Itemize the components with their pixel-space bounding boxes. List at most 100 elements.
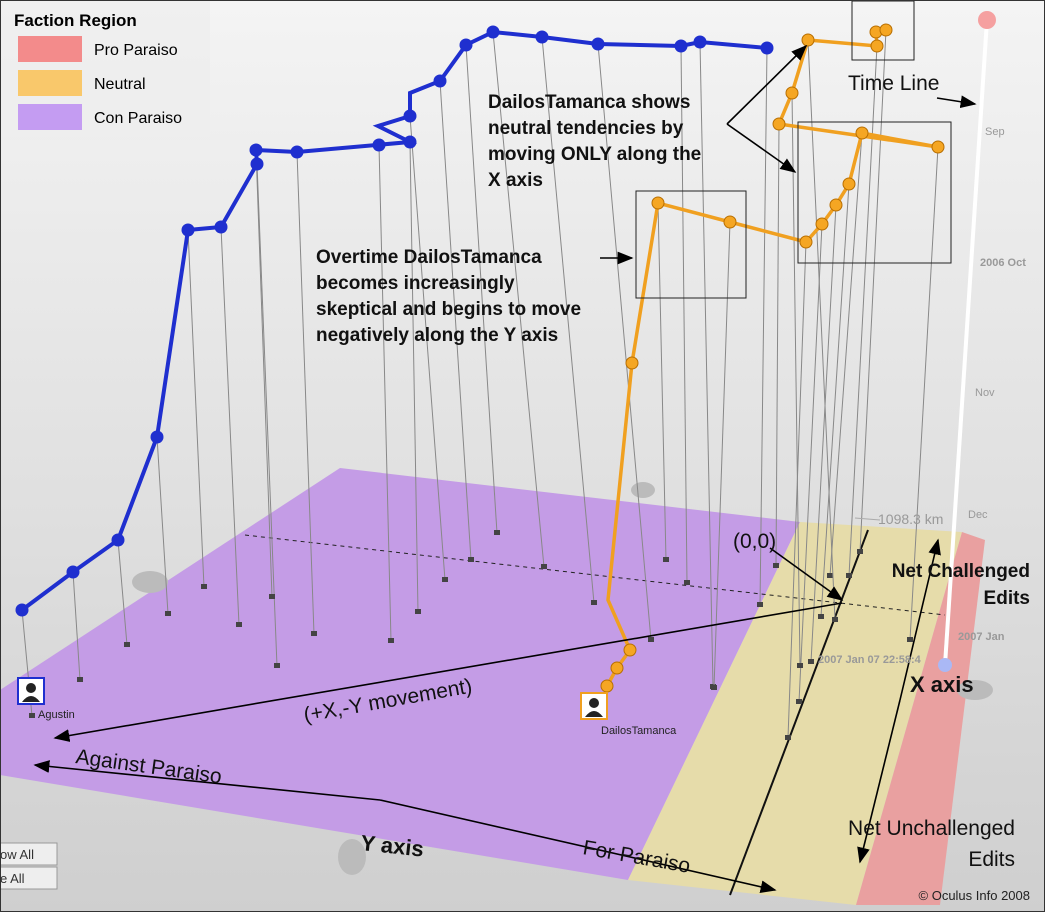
button[interactable] — [0, 842, 58, 866]
stem — [657, 202, 667, 561]
annotation: neutral tendencies by — [488, 118, 684, 139]
stem-foot — [236, 622, 242, 627]
dailos-point — [623, 643, 637, 657]
agustin-point — [674, 39, 688, 53]
annotation: Edits — [984, 588, 1030, 609]
dailos-point — [855, 126, 869, 140]
stem-foot — [442, 577, 448, 582]
stem-foot — [663, 557, 669, 562]
dailos-point — [625, 356, 639, 370]
annotation: Net Unchallenged — [848, 817, 1015, 840]
stem — [680, 45, 688, 584]
stem — [296, 151, 315, 635]
agustin-point — [66, 565, 80, 579]
agustin-point — [693, 35, 707, 49]
arrow — [379, 799, 777, 894]
button[interactable] — [0, 866, 58, 890]
agustin-point — [15, 603, 29, 617]
annotation: Net Challenged — [892, 561, 1030, 582]
legend-label: Con Paraiso — [94, 110, 182, 127]
stem — [787, 241, 807, 739]
dailos-point — [723, 215, 737, 229]
shadow — [957, 680, 993, 700]
legend-swatch — [18, 70, 82, 96]
stem-foot — [827, 573, 833, 578]
stems — [21, 29, 939, 740]
stem-foot — [468, 557, 474, 562]
agustin-point — [591, 37, 605, 51]
distance-tick — [854, 517, 881, 521]
stem — [187, 229, 205, 588]
stem-foot — [388, 638, 394, 643]
stem-foot — [29, 713, 35, 718]
time-current: 2007 Jan 07 22:58:4 — [818, 654, 922, 666]
stem-foot — [591, 600, 597, 605]
dailos-point — [785, 86, 799, 100]
stem — [541, 36, 595, 604]
annotation: Overtime DailosTamanca — [316, 247, 542, 268]
user-icon-body — [22, 696, 40, 702]
stem — [699, 41, 714, 688]
shadow — [631, 482, 655, 498]
stem-foot — [201, 584, 207, 589]
dailos-point — [600, 679, 614, 693]
time-label: Nov — [975, 387, 995, 399]
annotation: becomes increasingly — [316, 273, 515, 294]
highlight-box — [797, 121, 952, 264]
stem — [156, 436, 169, 615]
stem-foot — [274, 663, 280, 668]
agustin-point — [403, 135, 417, 149]
stem — [256, 163, 278, 667]
stem — [909, 146, 939, 641]
stem — [255, 149, 273, 598]
stem — [72, 571, 81, 681]
arrow — [857, 699, 901, 864]
user-icon-head — [26, 683, 36, 693]
annotation: X axis — [488, 170, 543, 191]
legend: Pro Paraiso Neutral Con Paraiso — [18, 36, 182, 130]
stem-foot — [857, 549, 863, 554]
stem — [220, 226, 240, 626]
button-label[interactable]: e All — [0, 871, 25, 886]
stem-foot — [796, 699, 802, 704]
stem-foot — [818, 614, 824, 619]
dailos-point — [801, 33, 815, 47]
agustin-point — [250, 157, 264, 171]
dailos-point — [610, 661, 624, 675]
agustin-point — [290, 145, 304, 159]
stem — [409, 115, 446, 581]
user-label: DailosTamanca — [601, 725, 677, 737]
shadow — [338, 839, 366, 875]
agustin-point — [403, 109, 417, 123]
stem — [378, 144, 392, 642]
stem — [829, 132, 863, 577]
annotation: Time Line — [848, 72, 939, 95]
stem-foot — [797, 663, 803, 668]
legend-title: Faction Region — [14, 11, 137, 30]
time-label: 2006 Oct — [980, 257, 1026, 269]
annotation: negatively along the Y axis — [316, 325, 558, 346]
agustin-point — [433, 74, 447, 88]
stem-foot — [648, 637, 654, 642]
stem-foot — [684, 580, 690, 585]
user-icon-body — [585, 711, 603, 717]
highlight-box — [635, 190, 747, 299]
x-axis-dashed — [244, 534, 946, 616]
agustin-point — [181, 223, 195, 237]
legend-label: Pro Paraiso — [94, 42, 178, 59]
annotation: moving ONLY along the — [488, 144, 701, 165]
agustin-point — [372, 138, 386, 152]
dailos-point — [799, 235, 813, 249]
time-line — [943, 19, 989, 666]
button-label[interactable]: ow All — [0, 847, 34, 862]
stem — [465, 44, 498, 534]
stem-foot — [311, 631, 317, 636]
time-label: 2007 Jan — [958, 631, 1005, 643]
stem — [810, 204, 837, 663]
stem — [775, 123, 780, 567]
stem-foot — [773, 563, 779, 568]
neutral-region — [628, 522, 962, 905]
arrow — [33, 760, 381, 801]
time-label: Dec — [968, 509, 988, 521]
